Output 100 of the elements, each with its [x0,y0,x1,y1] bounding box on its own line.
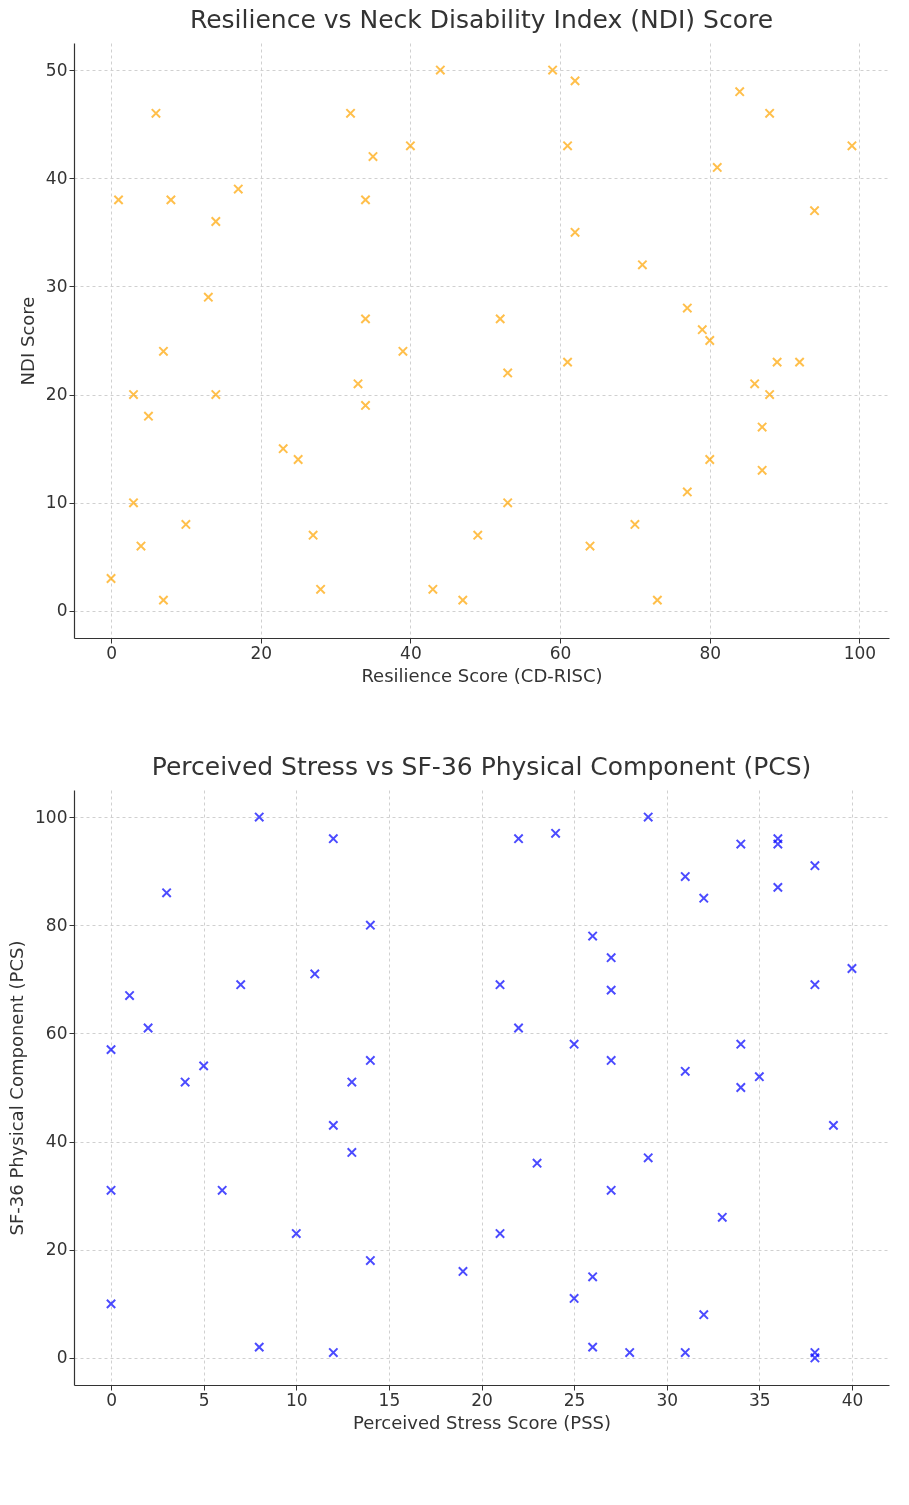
point [513,833,524,844]
point [697,324,708,335]
point [367,151,379,162]
point [105,573,117,584]
x-tick-label: 5 [198,1389,210,1410]
point [531,1158,543,1169]
point [142,1022,154,1034]
point [360,313,371,325]
point [652,594,663,606]
point [365,920,376,931]
point [315,584,326,595]
point [562,356,573,368]
point [328,833,339,844]
point [346,1147,358,1158]
x-tick-label: 20 [250,642,273,663]
point [569,227,581,238]
point [457,1266,469,1277]
point [352,378,364,389]
point [605,1185,617,1196]
point [680,1066,691,1077]
x-axis-title: Perceived Stress Score (PSS) [352,1411,612,1433]
point [682,486,693,498]
point [584,540,596,552]
point [360,194,371,206]
point [365,1055,376,1066]
point [624,1347,635,1358]
x-tick-label: 40 [841,1389,864,1410]
point [846,963,858,974]
point [291,1228,302,1239]
point [698,893,709,904]
x-tick-label: 0 [106,1389,117,1410]
point [128,389,139,400]
x-axis-title: Resilience Score (CD-RISC) [361,664,603,686]
point [360,400,371,411]
point [328,1347,339,1358]
x-tick-label: 80 [699,642,722,663]
point [179,1076,191,1088]
point [254,1341,265,1353]
point [309,968,320,980]
point [513,1022,524,1034]
point [794,356,805,368]
point [210,216,221,227]
point [809,205,820,216]
y-tick-label: 50 [45,59,68,80]
point [809,860,821,871]
y-axis-title: NDI Score [16,296,38,386]
point [749,378,760,389]
point [809,979,821,990]
point [198,1060,209,1072]
x-tick-label: 25 [563,1389,586,1410]
point [113,194,124,206]
point [587,930,598,942]
x-tick-label: 35 [749,1389,771,1410]
point [277,443,289,454]
point [502,367,513,379]
point [550,828,561,839]
point [712,162,723,173]
point [494,979,506,990]
point [680,1347,691,1358]
point [210,389,221,400]
y-axis-title: SF-36 Physical Component (PCS) [6,940,28,1236]
point [405,140,416,151]
point [495,313,506,325]
point [150,108,162,119]
y-tick-label: 80 [45,914,68,935]
point [756,421,768,433]
y-tick-label: 40 [45,1131,68,1152]
point [587,1271,598,1282]
point [828,1120,839,1131]
y-tick-label: 30 [45,275,68,296]
point [217,1185,228,1196]
x-tick-label: 100 [843,642,877,663]
point [165,194,177,206]
point [764,108,775,119]
point [105,1185,117,1196]
point [735,1082,746,1093]
x-tick-label: 60 [549,642,572,663]
point [233,183,244,195]
point [180,519,192,530]
point [754,1071,765,1082]
point [605,984,617,996]
point [307,530,319,541]
point [704,335,715,346]
y-tick-label: 0 [56,600,68,621]
point [756,465,768,476]
point [735,838,746,850]
point [735,1039,746,1050]
point [135,540,147,552]
point [105,1298,117,1310]
point [717,1212,728,1223]
point [427,584,439,595]
point [457,594,468,606]
point [772,882,784,893]
y-tick-label: 100 [35,806,68,827]
x-tick-label: 40 [400,642,422,663]
point [472,530,483,541]
point [682,302,693,314]
point [704,454,715,465]
chart-title: Resilience vs Neck Disability Index (NDI) Score [189,5,774,34]
point [365,1255,376,1266]
